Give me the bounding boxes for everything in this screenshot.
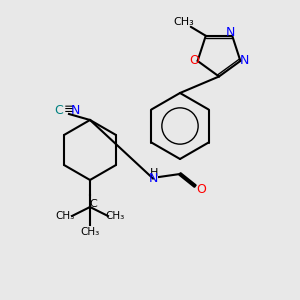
Text: CH₃: CH₃ [174, 17, 194, 27]
Text: CH₃: CH₃ [80, 226, 100, 237]
Text: ≡: ≡ [64, 103, 74, 116]
Text: N: N [71, 104, 80, 118]
Text: N: N [148, 172, 158, 185]
Text: N: N [240, 55, 250, 68]
Text: CH₃: CH₃ [106, 211, 125, 221]
Text: O: O [196, 182, 206, 196]
Text: C: C [89, 199, 97, 209]
Text: N: N [226, 26, 236, 39]
Text: O: O [189, 55, 199, 68]
Text: H: H [149, 167, 158, 178]
Text: CH₃: CH₃ [55, 211, 74, 221]
Text: C: C [54, 104, 63, 118]
